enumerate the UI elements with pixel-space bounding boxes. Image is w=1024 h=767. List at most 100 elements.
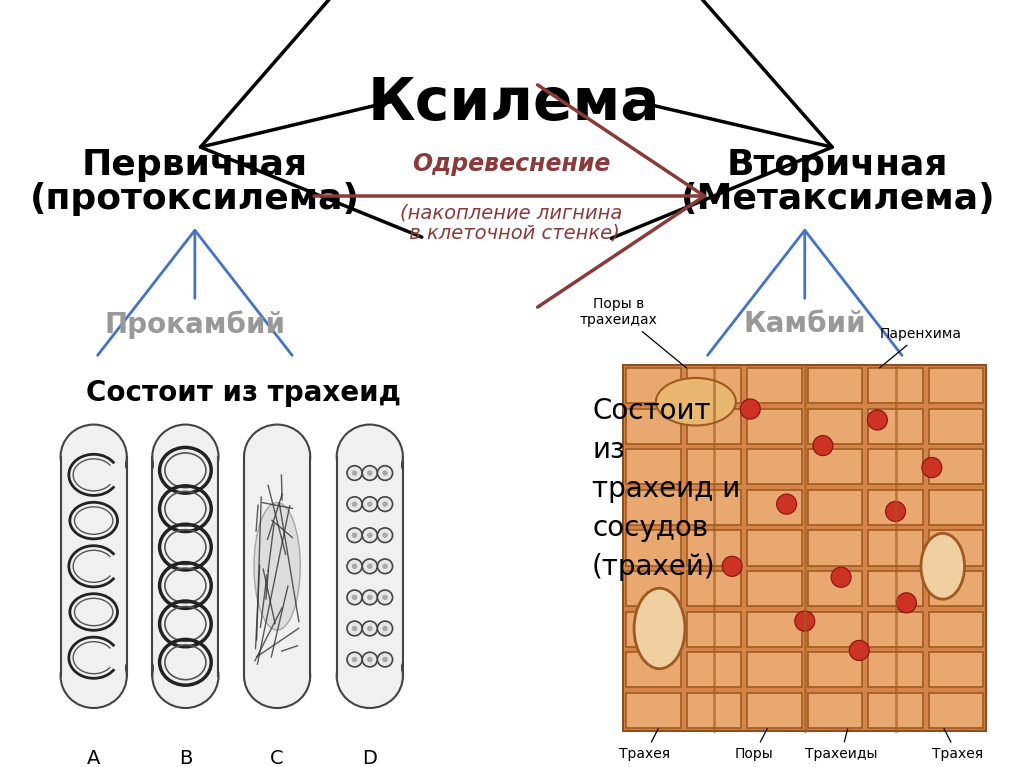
Bar	[748, 612, 802, 647]
Circle shape	[378, 621, 392, 636]
Circle shape	[378, 590, 392, 604]
Ellipse shape	[244, 425, 310, 489]
Circle shape	[378, 528, 392, 542]
FancyBboxPatch shape	[337, 456, 402, 676]
Bar	[62, 456, 125, 676]
Bar	[626, 531, 681, 565]
Circle shape	[382, 564, 388, 569]
Bar	[686, 449, 741, 484]
Ellipse shape	[153, 644, 218, 708]
Bar	[929, 571, 983, 606]
Circle shape	[362, 497, 378, 512]
Circle shape	[362, 590, 378, 604]
Bar	[686, 409, 741, 443]
Ellipse shape	[795, 611, 815, 631]
Bar	[929, 531, 983, 565]
Circle shape	[382, 502, 388, 507]
Bar	[748, 571, 802, 606]
Circle shape	[347, 466, 362, 480]
Bar	[808, 490, 862, 525]
Circle shape	[382, 594, 388, 600]
Text: Первичная: Первичная	[82, 149, 308, 183]
Circle shape	[382, 470, 388, 476]
Bar	[624, 365, 986, 731]
Circle shape	[351, 564, 357, 569]
Circle shape	[362, 528, 378, 542]
Circle shape	[351, 594, 357, 600]
Circle shape	[347, 497, 362, 512]
Ellipse shape	[60, 425, 127, 489]
Bar	[808, 653, 862, 687]
Text: Трахеиды: Трахеиды	[805, 729, 878, 762]
Text: Состоит из трахеид: Состоит из трахеид	[86, 379, 401, 407]
Bar	[929, 449, 983, 484]
Circle shape	[367, 626, 373, 631]
Circle shape	[382, 657, 388, 662]
Bar	[748, 449, 802, 484]
Bar	[808, 571, 862, 606]
Text: (Метаксилема): (Метаксилема)	[681, 183, 995, 216]
Circle shape	[347, 528, 362, 542]
Ellipse shape	[849, 640, 869, 660]
Bar	[686, 693, 741, 728]
Text: (накопление лигнина: (накопление лигнина	[400, 203, 623, 222]
Text: A: A	[87, 749, 100, 767]
Text: Поры: Поры	[734, 729, 773, 762]
Bar	[626, 693, 681, 728]
Text: Трахея: Трахея	[932, 729, 983, 762]
Bar	[154, 456, 217, 676]
Bar	[808, 409, 862, 443]
Circle shape	[351, 657, 357, 662]
Circle shape	[367, 657, 373, 662]
Bar	[748, 693, 802, 728]
Circle shape	[367, 470, 373, 476]
Circle shape	[347, 621, 362, 636]
Ellipse shape	[831, 568, 851, 588]
Ellipse shape	[153, 425, 218, 489]
Bar	[808, 449, 862, 484]
Circle shape	[378, 559, 392, 574]
Bar	[686, 490, 741, 525]
Bar	[868, 531, 923, 565]
Ellipse shape	[337, 644, 402, 708]
Ellipse shape	[896, 593, 916, 613]
Circle shape	[367, 564, 373, 569]
Bar	[748, 531, 802, 565]
Text: Состоит
из
трахеид и
сосудов
(трахей): Состоит из трахеид и сосудов (трахей)	[592, 397, 740, 581]
Bar	[868, 693, 923, 728]
Circle shape	[367, 502, 373, 507]
Circle shape	[351, 532, 357, 538]
Text: Поры в
трахеидах: Поры в трахеидах	[580, 297, 686, 368]
Circle shape	[382, 532, 388, 538]
Text: Камбий: Камбий	[743, 311, 866, 338]
Bar	[868, 653, 923, 687]
Ellipse shape	[813, 436, 833, 456]
Text: Прокамбий: Прокамбий	[104, 311, 286, 339]
Circle shape	[347, 652, 362, 667]
Ellipse shape	[921, 533, 965, 599]
Ellipse shape	[776, 494, 797, 514]
Bar	[748, 490, 802, 525]
FancyBboxPatch shape	[60, 456, 127, 676]
Circle shape	[367, 594, 373, 600]
Bar	[626, 490, 681, 525]
Bar	[929, 612, 983, 647]
Text: (протоксилема): (протоксилема)	[30, 183, 359, 216]
Bar	[626, 653, 681, 687]
Bar	[626, 449, 681, 484]
Bar	[868, 368, 923, 403]
Ellipse shape	[886, 502, 905, 522]
Ellipse shape	[656, 378, 736, 426]
Bar	[868, 571, 923, 606]
Circle shape	[351, 470, 357, 476]
Bar	[808, 612, 862, 647]
Ellipse shape	[922, 457, 942, 478]
Bar	[929, 653, 983, 687]
Circle shape	[367, 532, 373, 538]
Bar	[868, 409, 923, 443]
Bar	[626, 612, 681, 647]
Bar	[686, 571, 741, 606]
Bar	[868, 612, 923, 647]
Ellipse shape	[867, 410, 888, 430]
Bar	[686, 612, 741, 647]
